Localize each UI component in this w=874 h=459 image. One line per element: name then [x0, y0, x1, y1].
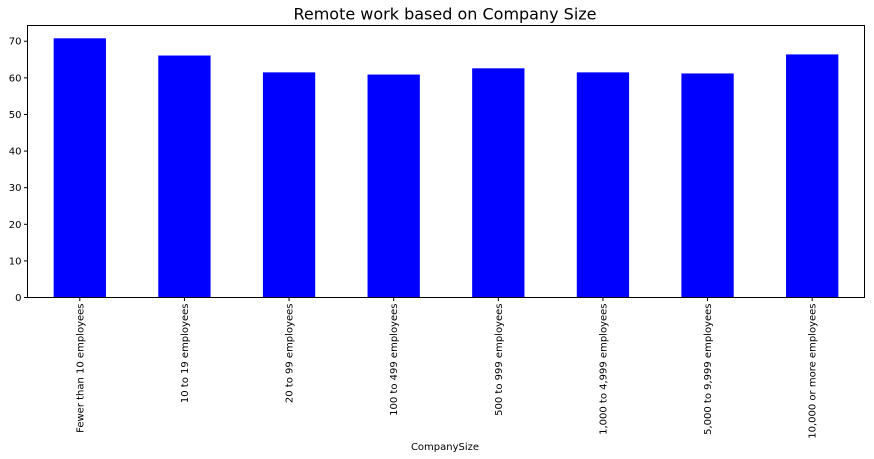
- bar-3: [262, 72, 316, 298]
- bars-group: [53, 38, 839, 298]
- bar-4: [367, 74, 420, 298]
- y-tick-label: 30: [9, 183, 22, 194]
- x-tick-label: 10 to 19 employees: [180, 304, 191, 404]
- y-tick-label: 70: [9, 37, 22, 48]
- bar-7: [681, 73, 734, 298]
- x-tick-label: 500 to 999 employees: [494, 304, 505, 416]
- y-tick-label: 60: [9, 73, 22, 84]
- bar-5: [472, 68, 525, 298]
- x-tick-label: 10,000 or more employees: [808, 304, 819, 439]
- x-tick-label: Fewer than 10 employees: [75, 304, 86, 433]
- bar-8: [786, 54, 839, 298]
- x-tick-label: 5,000 to 9,999 employees: [703, 304, 714, 435]
- bar-2: [158, 55, 211, 298]
- x-tick-label: 1,000 to 4,999 employees: [598, 304, 609, 435]
- y-tick-label: 40: [9, 147, 22, 158]
- x-axis: Fewer than 10 employees 10 to 19 employee…: [75, 297, 819, 439]
- y-axis: 0 10 20 30 40 50 60 70: [9, 37, 28, 304]
- bar-6: [576, 72, 630, 298]
- y-tick-label: 50: [9, 110, 22, 121]
- bar-1: [53, 38, 106, 298]
- x-axis-label: CompanySize: [411, 442, 479, 453]
- x-tick-label: 100 to 499 employees: [389, 304, 400, 416]
- plot-frame: [27, 25, 865, 298]
- chart-title: Remote work based on Company Size: [293, 5, 596, 24]
- y-tick-label: 0: [15, 293, 21, 304]
- y-tick-label: 20: [9, 220, 22, 231]
- y-tick-label: 10: [9, 256, 22, 267]
- x-tick-label: 20 to 99 employees: [285, 304, 296, 404]
